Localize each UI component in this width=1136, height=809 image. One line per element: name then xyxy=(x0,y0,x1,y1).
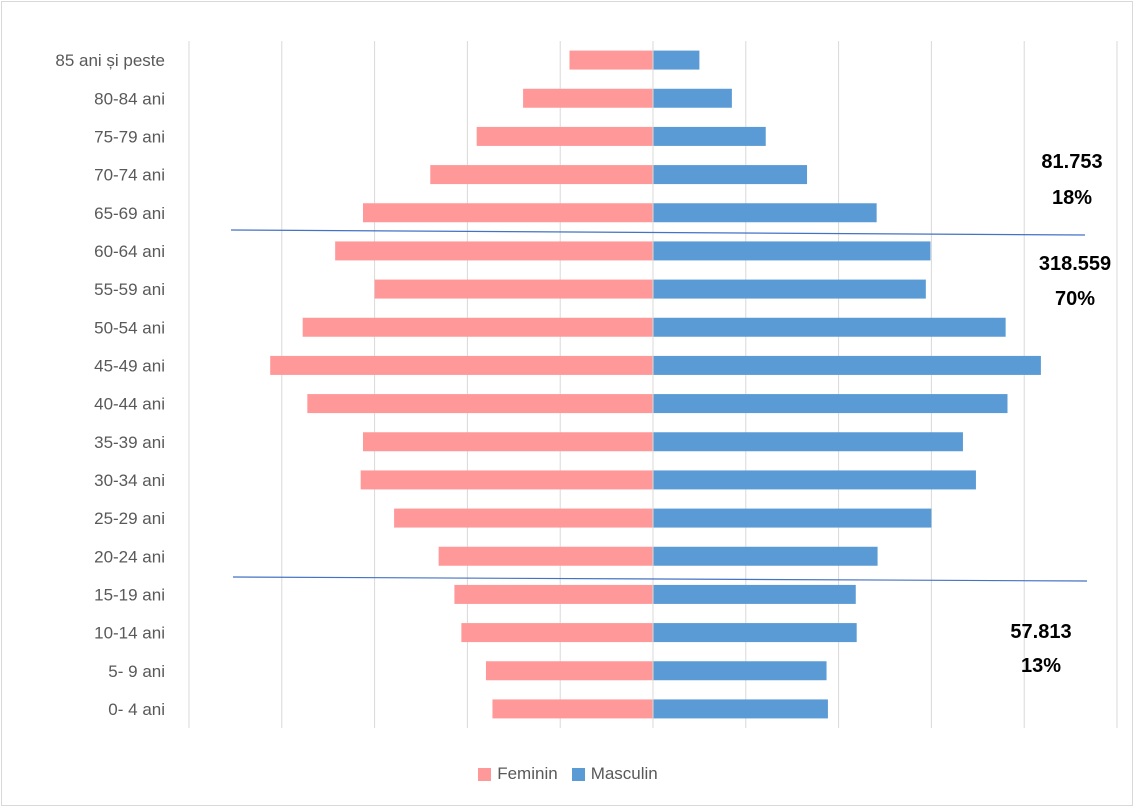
annotation-percent: 18% xyxy=(1052,187,1092,209)
bar-masculin xyxy=(653,241,931,261)
annotation-percent: 70% xyxy=(1055,288,1095,310)
bar-masculin xyxy=(653,317,1006,337)
category-label: 65-69 ani xyxy=(94,204,165,223)
bar-masculin xyxy=(653,279,926,299)
legend-label-male: Masculin xyxy=(590,764,658,783)
category-label: 70-74 ani xyxy=(94,166,165,185)
bar-feminin xyxy=(307,394,653,414)
bar-masculin xyxy=(653,470,976,490)
bar-masculin xyxy=(653,699,828,719)
category-label: 35-39 ani xyxy=(94,433,165,452)
annotation-percent: 13% xyxy=(1021,655,1061,677)
bar-masculin xyxy=(653,661,827,681)
legend-swatch-female xyxy=(478,767,492,781)
population-pyramid-chart: 85 ani și peste 80-84 ani 75-79 ani 70-74 a… xyxy=(55,41,1118,728)
bar-masculin xyxy=(653,203,877,223)
category-label: 50-54 ani xyxy=(94,318,165,337)
bar-feminin xyxy=(363,432,653,452)
bar-feminin xyxy=(430,165,653,185)
category-label: 30-34 ani xyxy=(94,471,165,490)
bar-feminin xyxy=(374,279,653,299)
divider-line-20 xyxy=(232,576,1088,582)
category-label: 55-59 ani xyxy=(94,280,165,299)
bar-feminin xyxy=(485,661,653,681)
legend: Feminin Masculin xyxy=(0,764,1136,784)
category-label: 60-64 ani xyxy=(94,242,165,261)
bar-feminin xyxy=(523,88,653,108)
annotation-count: 318.559 xyxy=(1039,253,1111,275)
category-label: 45-49 ani xyxy=(94,356,165,375)
bar-masculin xyxy=(653,88,732,108)
bar-feminin xyxy=(270,355,653,375)
legend-item-male: Masculin xyxy=(571,764,658,784)
bar-feminin xyxy=(476,126,653,146)
category-label: 5- 9 ani xyxy=(108,662,165,681)
category-label: 85 ani și peste xyxy=(55,51,165,70)
divider-line-65 xyxy=(230,229,1086,236)
bar-masculin xyxy=(653,584,856,604)
bar-masculin xyxy=(653,355,1041,375)
bar-feminin xyxy=(454,584,653,604)
bar-masculin xyxy=(653,165,808,185)
category-label: 20-24 ani xyxy=(94,547,165,566)
bar-masculin xyxy=(653,126,766,146)
bar-feminin xyxy=(569,50,653,70)
bar-feminin xyxy=(335,241,653,261)
bar-feminin xyxy=(492,699,653,719)
category-label: 25-29 ani xyxy=(94,509,165,528)
bar-feminin xyxy=(438,546,653,566)
bar-feminin xyxy=(394,508,653,528)
bar-masculin xyxy=(653,432,963,452)
bar-feminin xyxy=(363,203,653,223)
category-label: 0- 4 ani xyxy=(108,700,165,719)
annotation-count: 57.813 xyxy=(1010,621,1071,643)
bar-masculin xyxy=(653,508,932,528)
bar-masculin xyxy=(653,50,700,70)
legend-swatch-male xyxy=(571,767,585,781)
category-label: 75-79 ani xyxy=(94,127,165,146)
bar-masculin xyxy=(653,546,878,566)
bar-masculin xyxy=(653,394,1008,414)
bar-feminin xyxy=(360,470,653,490)
bar-feminin xyxy=(302,317,653,337)
category-label: 15-19 ani xyxy=(94,585,165,604)
category-label: 40-44 ani xyxy=(94,395,165,414)
bar-feminin xyxy=(461,623,653,643)
bar-masculin xyxy=(653,623,857,643)
category-label: 10-14 ani xyxy=(94,624,165,643)
legend-item-female: Feminin xyxy=(478,764,558,784)
legend-label-female: Feminin xyxy=(497,764,558,783)
annotation-count: 81.753 xyxy=(1041,151,1102,173)
category-label: 80-84 ani xyxy=(94,89,165,108)
